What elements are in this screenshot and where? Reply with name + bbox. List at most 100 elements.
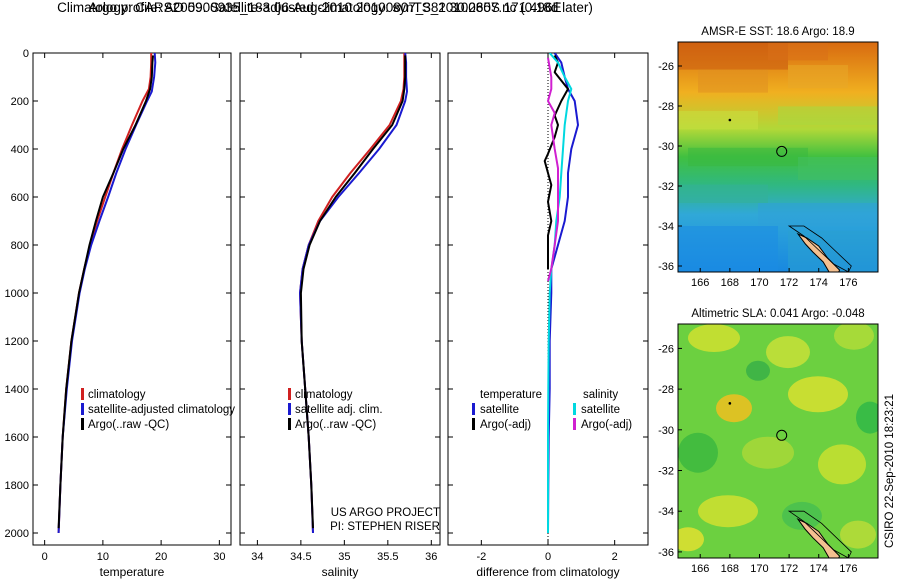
legend-swatch <box>472 418 475 430</box>
sla-field-blob <box>698 495 758 528</box>
legend-entry: Argo(..raw -QC) <box>295 419 376 431</box>
temperature-xtick-label: 20 <box>155 551 167 563</box>
map-lon-tick-label: 174 <box>810 277 828 289</box>
map-lat-tick-label: -36 <box>658 261 674 273</box>
legend-entry: Argo(..raw -QC) <box>88 419 169 431</box>
sla-field-blob <box>818 444 866 485</box>
sla-field-blob <box>678 527 704 552</box>
map-lon-tick-label: 170 <box>750 277 768 289</box>
map-lon-tick-label: 168 <box>721 563 739 575</box>
legend-entry: satellite <box>581 404 620 416</box>
map-lon-tick-label: 166 <box>691 277 709 289</box>
difference-xtick-label: -2 <box>476 551 486 563</box>
temperature-xlabel: temperature <box>100 565 165 579</box>
sla-field-blob <box>766 336 810 369</box>
legend-swatch <box>472 403 475 415</box>
sst-field-patch <box>768 42 828 61</box>
plot-title-line2: Climatology: CARS2009. Satellite-adjuste… <box>57 0 593 15</box>
sla-field-blob <box>840 520 876 549</box>
legend-swatch <box>288 403 291 415</box>
project-annotation: US ARGO PROJECT <box>331 507 440 519</box>
sla-field-blob <box>788 376 848 413</box>
sla-map-title: Altimetric SLA: 0.041 Argo: -0.048 <box>691 308 864 320</box>
salinity-xtick-label: 35 <box>338 551 350 563</box>
map-lon-tick-label: 172 <box>780 563 798 575</box>
sst-field-patch <box>698 69 768 93</box>
depth-tick-label: 2000 <box>5 528 29 540</box>
depth-tick-label: 400 <box>11 144 29 156</box>
salinity-xtick-label: 35.5 <box>377 551 398 563</box>
map-lon-tick-label: 166 <box>691 563 709 575</box>
legend-swatch <box>81 403 84 415</box>
profile-panels: 0 10 20 30020040060080010001200140016001800… <box>5 48 649 579</box>
map-lon-tick-label: 172 <box>780 277 798 289</box>
salinity-axes-frame <box>239 52 441 546</box>
bathymetry-contour <box>787 510 852 558</box>
coastline-landmass <box>796 232 841 272</box>
map-lon-tick-label: 168 <box>721 277 739 289</box>
temperature-xtick-label: 10 <box>97 551 109 563</box>
salinity-xtick-label: 36 <box>425 551 437 563</box>
legend-swatch <box>81 418 84 430</box>
map-lon-tick-label: 176 <box>839 277 857 289</box>
temperature-xtick-label: 0 <box>42 551 48 563</box>
argo-float-location-marker <box>776 429 788 441</box>
series-line-argo-raw-qc- <box>299 55 407 529</box>
difference-panel: -2 0 2 difference from climatology temperatu… <box>447 52 649 579</box>
map-lat-tick-label: -30 <box>658 425 674 437</box>
temperature-xtick-label: 30 <box>213 551 225 563</box>
legend-swatch <box>288 418 291 430</box>
legend-entry: satellite adj. clim. <box>295 404 383 416</box>
depth-tick-label: 200 <box>11 96 29 108</box>
legend-header-salinity: salinity <box>583 389 618 401</box>
legend-entry: satellite <box>480 404 519 416</box>
difference-xtick-label: 2 <box>612 551 618 563</box>
sla-field-blob <box>746 360 770 381</box>
sla-field-blob <box>688 324 740 353</box>
salinity-xlabel: salinity <box>322 565 359 579</box>
series-line-temperature-argo-adj- <box>543 54 569 269</box>
legend-swatch <box>573 403 576 415</box>
sla-field-blob <box>782 501 822 530</box>
difference-xtick-label: 0 <box>545 551 551 563</box>
depth-tick-label: 1000 <box>5 288 29 300</box>
csiro-timestamp: CSIRO 22-Sep-2010 18:23:21 <box>884 394 896 548</box>
sla-map-field <box>678 324 878 558</box>
salinity-xtick-label: 34.5 <box>290 551 311 563</box>
sla-map-frame <box>677 323 879 559</box>
sst-field-patch <box>678 184 768 203</box>
map-lat-tick-label: -26 <box>658 343 674 355</box>
depth-tick-label: 1800 <box>5 480 29 492</box>
map-lon-tick-label: 176 <box>839 563 857 575</box>
sla-field-blob <box>856 401 878 434</box>
coastline-landmass <box>796 518 841 558</box>
sst-field-patch <box>678 226 778 272</box>
sla-field-blob <box>834 324 874 350</box>
sst-field-patch <box>688 147 808 167</box>
plot-title-line1: Argo profile: AO 5900935_183 06-Aug-2010… <box>88 0 562 15</box>
temperature-panel: 0 10 20 30 0 200 400 600 800 1000 1200 1400 1600 1800… <box>5 48 236 579</box>
depth-tick-label: 1600 <box>5 432 29 444</box>
sst-map-frame <box>677 41 879 273</box>
series-line-salinity-argo-adj- <box>547 57 559 282</box>
sst-map-field <box>678 42 878 272</box>
map-lat-tick-label: -32 <box>658 466 674 478</box>
legend-swatch <box>288 388 291 400</box>
project-annotation: PI: STEPHEN RISER <box>330 521 440 533</box>
sla-map: Altimetric SLA: 0.041 Argo: -0.048 166 168… <box>658 308 879 575</box>
legend-entry: Argo(-adj) <box>480 419 531 431</box>
difference-series-group <box>543 53 579 545</box>
argo-float-location-marker <box>776 145 788 157</box>
map-dot <box>728 402 732 405</box>
salinity-xtick-label: 34 <box>251 551 263 563</box>
sst-map-title: AMSR-E SST: 18.6 Argo: 18.9 <box>701 26 854 38</box>
legend-entry: climatology <box>295 389 353 401</box>
map-lon-tick-label: 170 <box>750 563 768 575</box>
legend-entry: satellite-adjusted climatology <box>88 404 235 416</box>
map-lat-tick-label: -26 <box>658 61 674 73</box>
legend-swatch <box>573 418 576 430</box>
bathymetry-contour <box>787 225 852 272</box>
legend-header-temperature: temperature <box>480 389 542 401</box>
map-lat-tick-label: -28 <box>658 384 674 396</box>
